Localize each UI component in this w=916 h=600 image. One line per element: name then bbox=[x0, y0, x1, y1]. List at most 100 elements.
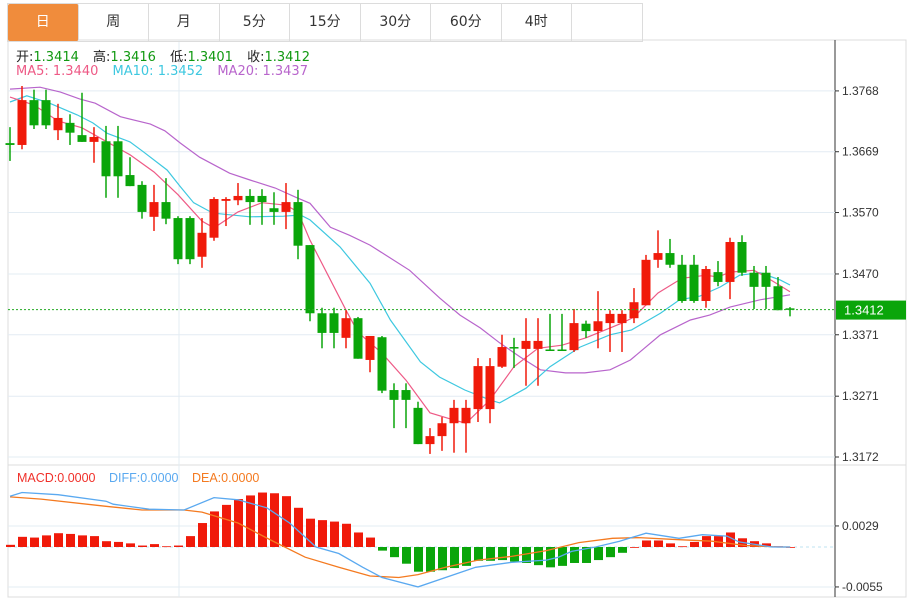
candle-body bbox=[557, 349, 567, 352]
macd-tick-label: 0.0029 bbox=[842, 519, 879, 533]
candle-body bbox=[401, 390, 411, 400]
candle bbox=[437, 417, 447, 451]
candle bbox=[677, 254, 687, 303]
macd-bar bbox=[138, 545, 147, 547]
candle-body bbox=[5, 143, 15, 145]
candle-body bbox=[101, 141, 111, 177]
candle bbox=[305, 245, 315, 322]
candle bbox=[53, 103, 63, 141]
chart-frame bbox=[7, 39, 907, 598]
candle-body bbox=[281, 202, 291, 212]
candle-body bbox=[761, 272, 771, 287]
candle-body bbox=[461, 407, 471, 424]
candle bbox=[533, 318, 543, 386]
candle-body bbox=[689, 264, 699, 301]
candle bbox=[413, 401, 423, 445]
macd-bar bbox=[762, 543, 771, 547]
tab-4hour[interactable]: 4时 bbox=[502, 4, 572, 41]
high-value: 1.3416 bbox=[110, 50, 156, 65]
macd-bar bbox=[522, 547, 531, 563]
candle-body bbox=[641, 259, 651, 306]
tab-15min[interactable]: 15分 bbox=[290, 4, 361, 41]
candle-body bbox=[365, 335, 375, 360]
candle-body bbox=[725, 242, 735, 282]
candle-body bbox=[329, 313, 339, 333]
ma5-legend: MA5: 1.3440 bbox=[16, 64, 99, 79]
candle bbox=[725, 237, 735, 300]
tab-5min[interactable]: 5分 bbox=[220, 4, 290, 41]
current-price-badge bbox=[836, 300, 906, 320]
candle-body bbox=[17, 100, 27, 145]
candle bbox=[509, 337, 519, 368]
candle-body bbox=[29, 100, 39, 126]
candle-body bbox=[497, 347, 507, 367]
macd-bar bbox=[102, 541, 111, 547]
price-axis: 1.3768 1.3669 1.3570 1.3470 1.3371 1.3271 1.31… bbox=[8, 84, 906, 464]
tab-week[interactable]: 周 bbox=[79, 4, 149, 41]
macd-legend: MACD:0.0000 DIFF:0.0000 DEA:0.0000 bbox=[17, 471, 259, 485]
candle bbox=[173, 216, 183, 265]
candle bbox=[353, 316, 363, 359]
candle-body bbox=[449, 407, 459, 424]
ma20-legend: MA20: 1.3437 bbox=[217, 64, 308, 79]
candle bbox=[557, 313, 567, 352]
tab-60min[interactable]: 60分 bbox=[431, 4, 502, 41]
macd-value: MACD:0.0000 bbox=[17, 471, 96, 485]
candle-body bbox=[545, 349, 555, 352]
macd-bar bbox=[30, 537, 39, 547]
candle-body bbox=[677, 264, 687, 301]
ma20-line bbox=[9, 86, 791, 374]
candle-body bbox=[473, 366, 483, 410]
candle bbox=[713, 261, 723, 287]
candle-body bbox=[149, 202, 159, 217]
candle bbox=[545, 313, 555, 352]
macd-bar bbox=[54, 533, 63, 547]
candle-body bbox=[569, 323, 579, 351]
macd-bar bbox=[126, 543, 135, 547]
candle bbox=[17, 85, 27, 150]
candle-body bbox=[413, 407, 423, 445]
tab-day[interactable]: 日 bbox=[8, 4, 79, 41]
tab-month[interactable]: 月 bbox=[149, 4, 220, 41]
macd-bar bbox=[570, 547, 579, 563]
macd-bar bbox=[246, 495, 255, 547]
candle bbox=[317, 307, 327, 349]
tab-30min[interactable]: 30分 bbox=[361, 4, 431, 41]
candle-body bbox=[617, 313, 627, 324]
candle bbox=[761, 265, 771, 309]
candle-body bbox=[173, 218, 183, 260]
macd-bar bbox=[474, 547, 483, 561]
candle bbox=[773, 277, 783, 311]
price-tick-label: 1.3768 bbox=[842, 84, 879, 98]
candle-body bbox=[161, 202, 171, 219]
macd-bar bbox=[678, 546, 687, 548]
candle bbox=[209, 197, 219, 241]
open-value: 1.3414 bbox=[33, 50, 79, 65]
price-tick-label: 1.3470 bbox=[842, 267, 879, 281]
candle-body bbox=[605, 313, 615, 324]
candle bbox=[269, 192, 279, 225]
candle bbox=[5, 127, 15, 161]
diff-line bbox=[9, 491, 790, 588]
macd-bar bbox=[258, 492, 267, 547]
candle bbox=[101, 125, 111, 198]
candle bbox=[365, 335, 375, 373]
candle-body bbox=[533, 340, 543, 349]
macd-bar bbox=[438, 547, 447, 571]
candle bbox=[389, 383, 399, 429]
macd-bar bbox=[654, 540, 663, 547]
candle bbox=[593, 291, 603, 349]
candle-body bbox=[485, 366, 495, 410]
candle bbox=[749, 265, 759, 309]
candle-body bbox=[125, 175, 135, 187]
candle-body bbox=[593, 321, 603, 332]
candle bbox=[401, 383, 411, 429]
candle-body bbox=[665, 253, 675, 265]
current-price-label: 1.3412 bbox=[844, 303, 884, 318]
candle bbox=[473, 358, 483, 422]
macd-bar bbox=[690, 541, 699, 547]
price-tick-label: 1.3172 bbox=[842, 450, 879, 464]
candle-body bbox=[53, 117, 63, 131]
grid-lines bbox=[7, 39, 907, 598]
